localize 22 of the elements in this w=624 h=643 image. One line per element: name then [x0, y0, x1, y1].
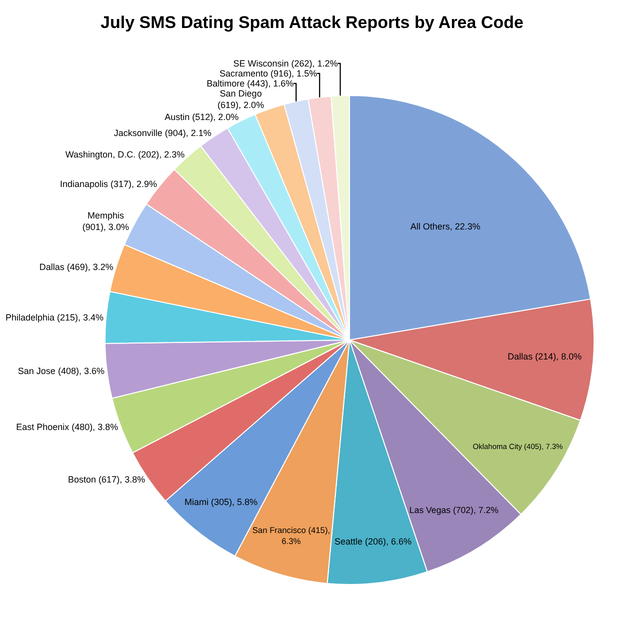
slice-label: Seattle (206), 6.6% — [334, 536, 412, 546]
slice-label: San Diego (619), 2.0% — [218, 88, 264, 110]
slice-label: Oklahoma City (405), 7.3% — [472, 442, 564, 452]
slice-label: All Others, 22.3% — [410, 221, 480, 232]
slice-label: SE Wisconsin (262), 1.2% — [233, 58, 338, 68]
slice-label: Indianapolis (317), 2.9% — [60, 179, 158, 190]
slice-label: Sacramento (916), 1.5% — [220, 68, 318, 78]
slice-label: Austin (512), 2.0% — [164, 112, 239, 122]
slice-label: San Jose (408), 3.6% — [18, 366, 104, 376]
slice-label: Philadelphia (215), 3.4% — [5, 312, 104, 322]
slice-label: East Phoenix (480), 3.8% — [16, 422, 118, 432]
slice-label: Memphis (901), 3.0% — [82, 210, 129, 232]
chart-title: July SMS Dating Spam Attack Reports by Area Code — [100, 12, 524, 32]
slice-label: Boston (617), 3.8% — [68, 474, 146, 484]
slice-label: Las Vegas (702), 7.2% — [409, 505, 499, 516]
slice-label: Dallas (214), 8.0% — [508, 351, 582, 362]
slice-label: Jacksonville (904), 2.1% — [114, 128, 212, 138]
slice-label: Dallas (469), 3.2% — [39, 262, 114, 272]
slice-label: San Francisco (415), 6.3% — [252, 525, 330, 546]
slice-label: Miami (305), 5.8% — [184, 497, 258, 508]
slice-label: Baltimore (443), 1.6% — [206, 78, 294, 88]
slice-label: Washington, D.C. (202), 2.3% — [65, 149, 185, 160]
